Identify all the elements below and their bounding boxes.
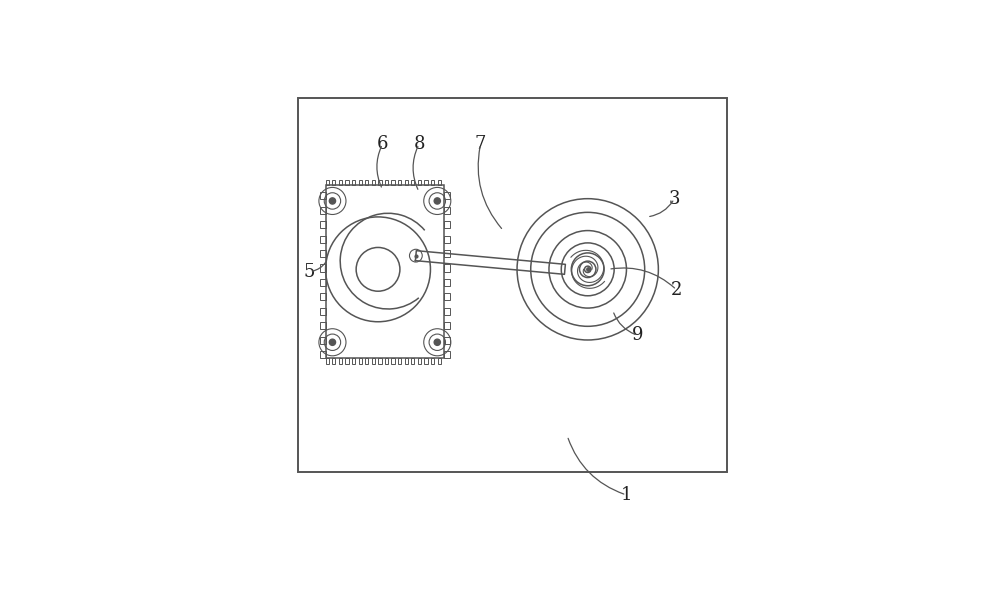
Bar — [320, 279, 326, 286]
Text: 9: 9 — [632, 326, 644, 345]
Bar — [326, 179, 329, 185]
Bar — [438, 179, 441, 185]
Bar — [418, 358, 421, 363]
Bar — [424, 358, 428, 363]
Bar — [444, 293, 450, 301]
Bar — [378, 358, 382, 363]
Bar — [418, 179, 421, 185]
Bar — [339, 358, 342, 363]
Bar — [444, 221, 450, 229]
Bar — [298, 98, 727, 472]
Bar — [438, 358, 441, 363]
Bar — [398, 358, 401, 363]
Bar — [320, 293, 326, 301]
Bar — [320, 322, 326, 329]
Bar — [372, 179, 375, 185]
Bar — [326, 185, 444, 358]
Text: 3: 3 — [669, 189, 680, 208]
Bar — [405, 179, 408, 185]
Bar — [320, 308, 326, 315]
Bar — [444, 322, 450, 329]
Bar — [345, 358, 349, 363]
Bar — [320, 351, 326, 358]
Bar — [339, 179, 342, 185]
Bar — [352, 358, 355, 363]
Bar — [385, 179, 388, 185]
Bar — [444, 279, 450, 286]
Bar — [444, 351, 450, 358]
Bar — [391, 179, 395, 185]
Bar — [411, 179, 414, 185]
Circle shape — [329, 198, 336, 204]
Bar — [326, 358, 329, 363]
Circle shape — [329, 339, 336, 345]
Bar — [365, 358, 368, 363]
Bar — [320, 265, 326, 272]
Bar — [332, 179, 335, 185]
Text: 7: 7 — [475, 135, 486, 153]
Bar — [444, 192, 450, 200]
Bar — [385, 358, 388, 363]
Bar — [352, 179, 355, 185]
Bar — [372, 358, 375, 363]
Circle shape — [434, 339, 440, 345]
Bar — [359, 179, 362, 185]
Bar — [411, 358, 414, 363]
Bar — [431, 358, 434, 363]
Bar — [444, 265, 450, 272]
Bar — [320, 337, 326, 344]
Bar — [320, 192, 326, 200]
Bar — [320, 236, 326, 243]
Bar — [444, 308, 450, 315]
Text: 1: 1 — [621, 486, 632, 504]
Text: 8: 8 — [413, 135, 425, 153]
Bar — [424, 179, 428, 185]
Bar — [365, 179, 368, 185]
Bar — [444, 250, 450, 257]
Bar — [345, 179, 349, 185]
Text: 2: 2 — [671, 281, 682, 299]
Bar — [359, 358, 362, 363]
Bar — [320, 250, 326, 257]
Bar — [332, 358, 335, 363]
Bar — [444, 337, 450, 344]
Text: 6: 6 — [377, 135, 388, 153]
Bar — [405, 358, 408, 363]
Text: 5: 5 — [304, 263, 315, 281]
Bar — [320, 221, 326, 229]
Bar — [444, 236, 450, 243]
Bar — [444, 207, 450, 214]
Bar — [391, 358, 395, 363]
Bar — [378, 179, 382, 185]
Circle shape — [434, 198, 440, 204]
Bar — [431, 179, 434, 185]
Bar — [398, 179, 401, 185]
Bar — [320, 207, 326, 214]
